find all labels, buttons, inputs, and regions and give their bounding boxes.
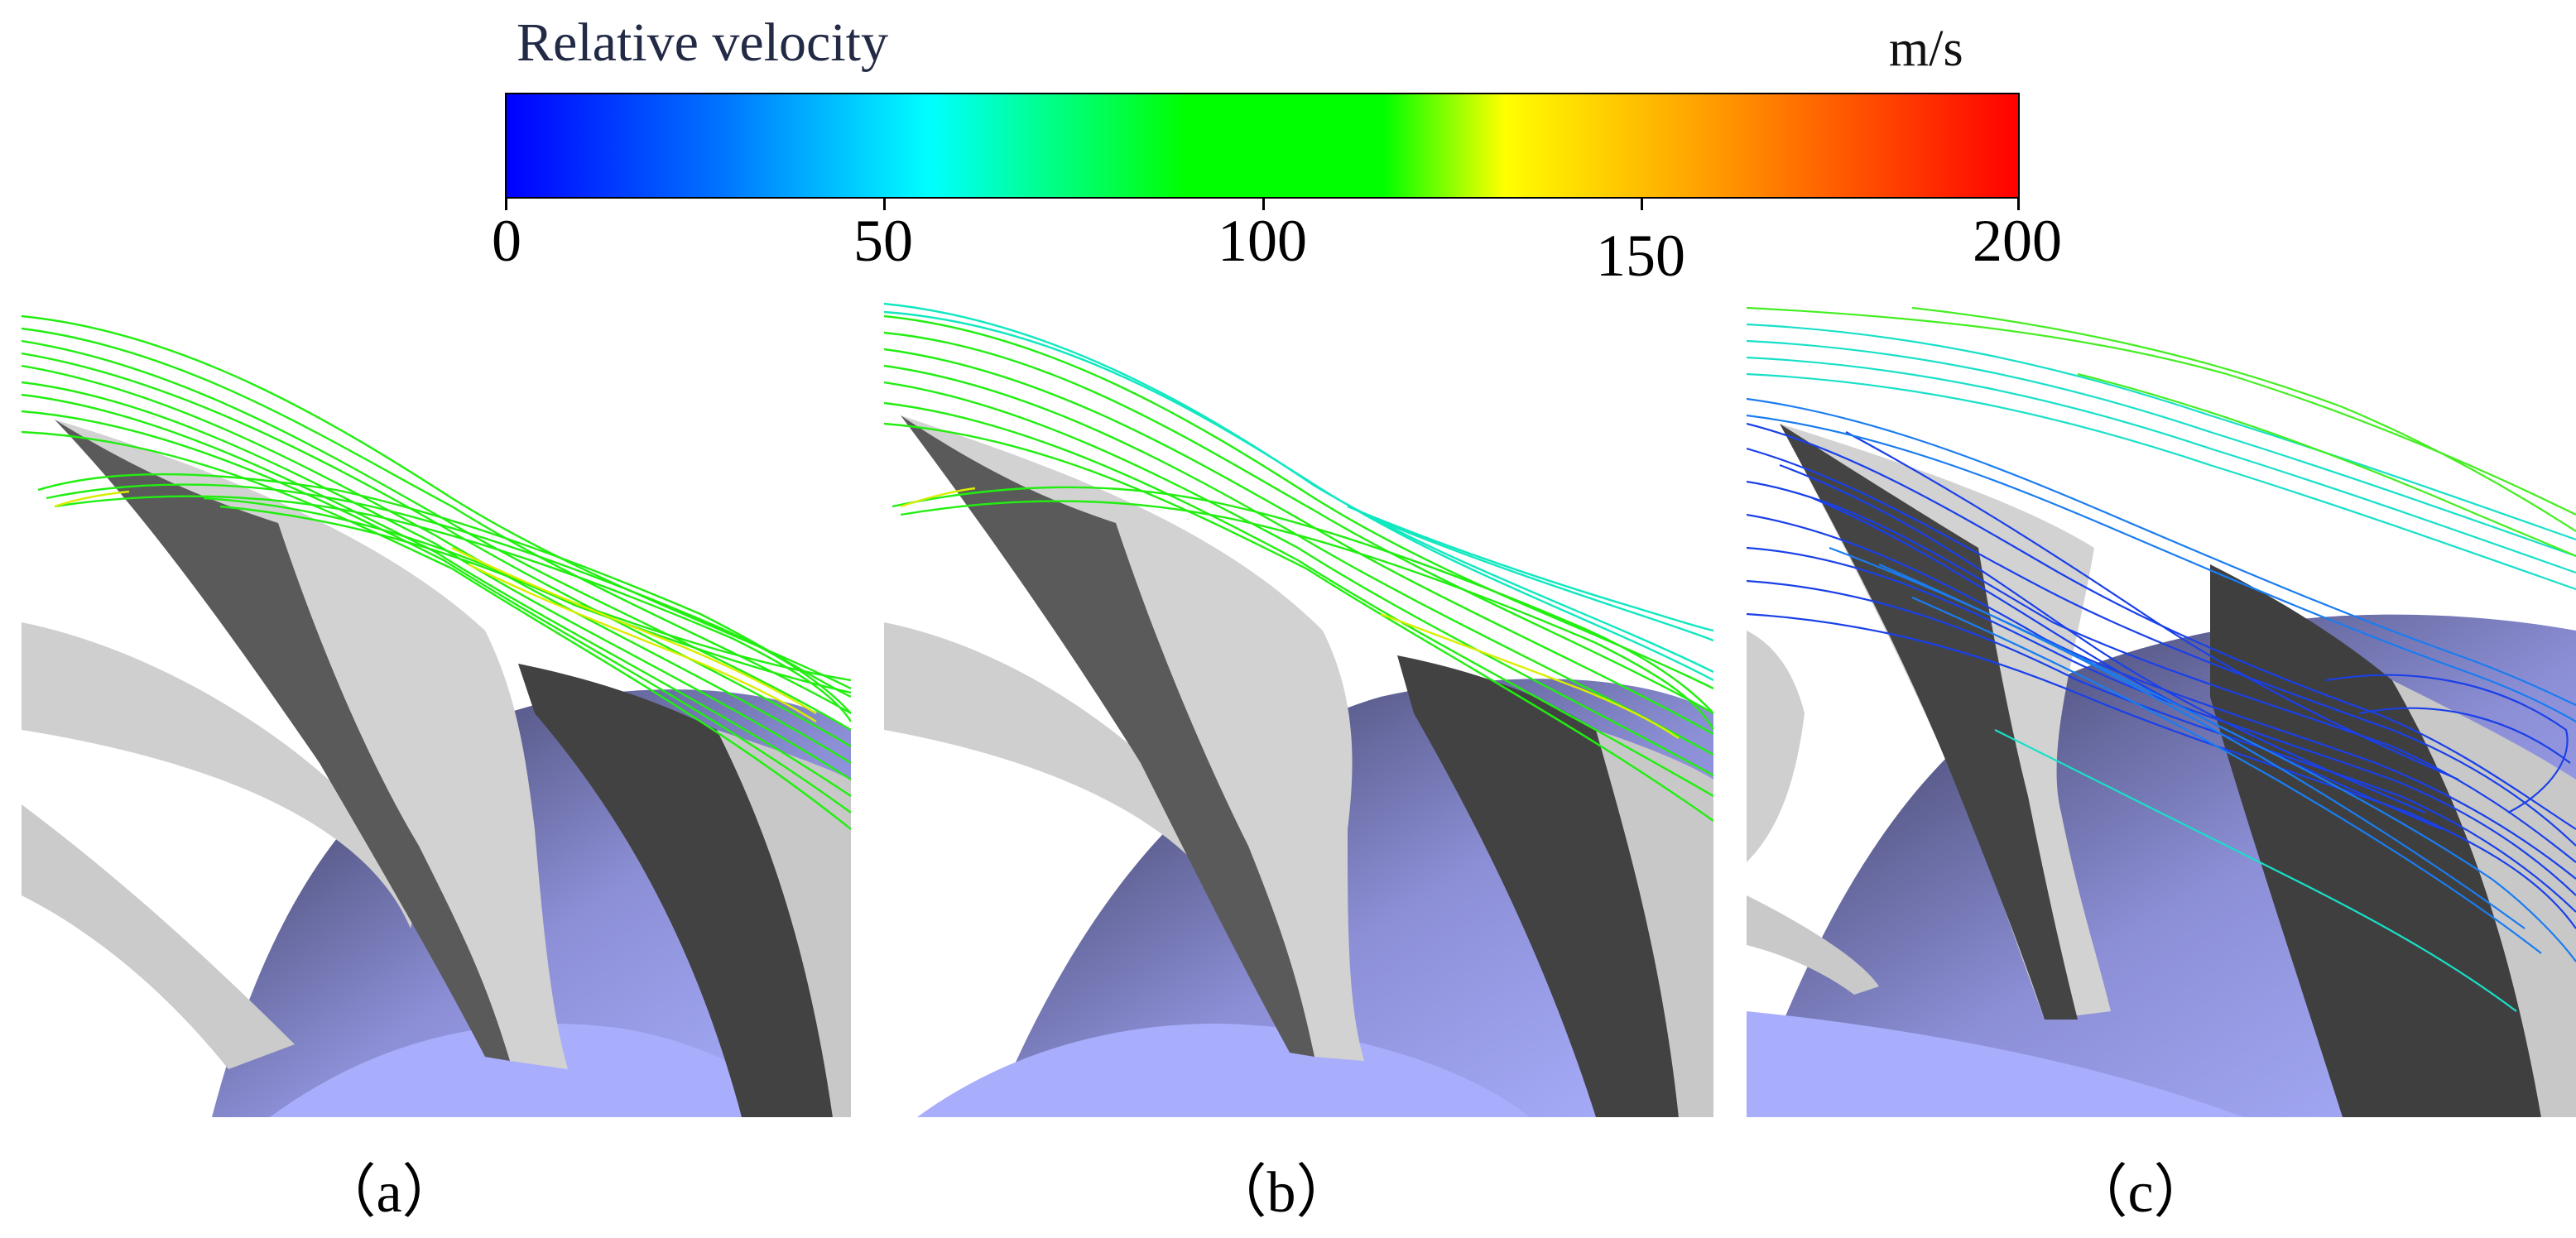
panel-a-label: （a） [318, 1161, 460, 1225]
hub-lower-band [1747, 1011, 2243, 1117]
blade-left-light-lower [22, 804, 295, 1069]
streamlines-panel-c-blue [1747, 422, 2576, 929]
colorbar-tick-0 [505, 199, 507, 210]
colorbar-tick-150 [1641, 199, 1643, 210]
blade-right-dark [1397, 655, 1679, 1117]
blade-left-light [22, 622, 414, 928]
hub-lower-band [917, 1023, 1530, 1117]
colorbar-title: Relative velocity [517, 12, 889, 73]
colorbar-tick-label-200: 200 [1973, 208, 2062, 274]
blade-left-light [1747, 631, 1805, 862]
blade-right-light [2392, 680, 2576, 1117]
blade-main-light [55, 420, 568, 1069]
streamlines-panel-a [22, 314, 851, 830]
streamlines-panel-c-mid [1747, 397, 2576, 962]
blade-right-light [717, 730, 851, 1117]
colorbar-tick-label-0: 0 [492, 208, 521, 274]
streamlines-panel-c-green [1747, 306, 2576, 558]
blade-main-dark [901, 415, 1314, 1057]
colorbar-tick-200 [2017, 199, 2020, 210]
streamlines-panel-c-cyan [1747, 323, 2576, 1012]
blade-main-dark [1780, 424, 2078, 1020]
streamlines-panel-b-cyan [884, 302, 1713, 682]
blade-right-dark [518, 664, 833, 1117]
panel-a [22, 300, 851, 1117]
colorbar [505, 93, 2020, 199]
blade-left-light-lower [1747, 895, 1879, 995]
streamlines-panel-b [884, 314, 1713, 822]
blade-main-dark [55, 420, 510, 1061]
streamlines-panel-b-fast [900, 487, 1680, 739]
panel-b [884, 300, 1713, 1117]
streamlines-panel-a-fast [54, 490, 817, 723]
colorbar-tick-label-50: 50 [853, 208, 913, 274]
blade-left-light [884, 622, 1245, 928]
hub-lower-band [270, 1023, 816, 1117]
colorbar-unit: m/s [1889, 21, 1963, 77]
panel-c-label: （c） [2069, 1161, 2212, 1225]
colorbar-tick-100 [1262, 199, 1265, 210]
colorbar-tick-label-150: 150 [1596, 223, 1685, 289]
blade-main-light [901, 415, 1364, 1061]
colorbar-tick-label-100: 100 [1218, 208, 1307, 274]
blade-right-light [1596, 730, 1713, 1117]
panel-c [1747, 300, 2576, 1117]
panel-b-label: （b） [1209, 1161, 1354, 1225]
colorbar-tick-50 [883, 199, 886, 210]
